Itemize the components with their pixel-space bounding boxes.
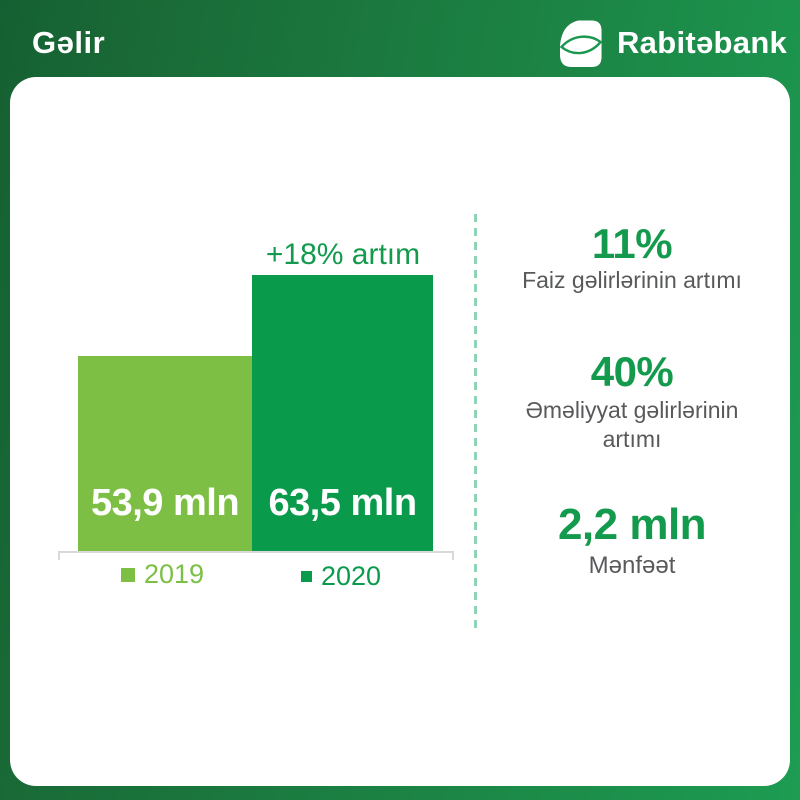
bar-value-2019: 53,9 mln bbox=[90, 482, 240, 524]
legend-item-2020: 2020 bbox=[301, 561, 381, 592]
stat-label-interest-growth: Faiz gəlirlərinin artımı bbox=[522, 267, 742, 293]
brand: Rabitəbank bbox=[560, 18, 787, 68]
brand-name: Rabitəbank bbox=[617, 25, 788, 60]
legend-swatch-2019 bbox=[121, 567, 135, 582]
stats-column: 11% Faiz gəlirlərinin artımı 40% Əməliyy… bbox=[476, 0, 788, 800]
legend-label-2019: 2019 bbox=[144, 559, 205, 589]
stat-value-profit: 2,2 mln bbox=[557, 500, 707, 549]
legend-label-2020: 2020 bbox=[321, 561, 382, 591]
stat-label-operating-growth-text: Əməliyyat gəlirlərinin artımı bbox=[525, 397, 739, 452]
dashed-divider bbox=[474, 214, 477, 634]
stat-value-operating-growth: 40% bbox=[590, 348, 674, 395]
legend-item-2019: 2019 bbox=[121, 559, 204, 590]
legend-swatch-2020 bbox=[301, 571, 312, 582]
x-axis-line bbox=[58, 551, 454, 560]
page-title: Gəlir bbox=[32, 25, 106, 60]
growth-annotation: +18% artım bbox=[265, 238, 421, 271]
bar-2019: 53,9 mln bbox=[78, 356, 252, 551]
stat-value-interest-growth: 11% bbox=[591, 220, 673, 267]
rabitabank-logo-icon bbox=[560, 20, 603, 67]
stat-label-profit: Mənfəət bbox=[588, 552, 676, 579]
bar-value-2020: 63,5 mln bbox=[268, 482, 417, 524]
bar-2020: 63,5 mln bbox=[252, 275, 433, 551]
stat-label-operating-growth: Əməliyyat gəlirlərinin artımı bbox=[476, 396, 788, 454]
header: Gəlir Rabitəbank bbox=[0, 0, 800, 77]
